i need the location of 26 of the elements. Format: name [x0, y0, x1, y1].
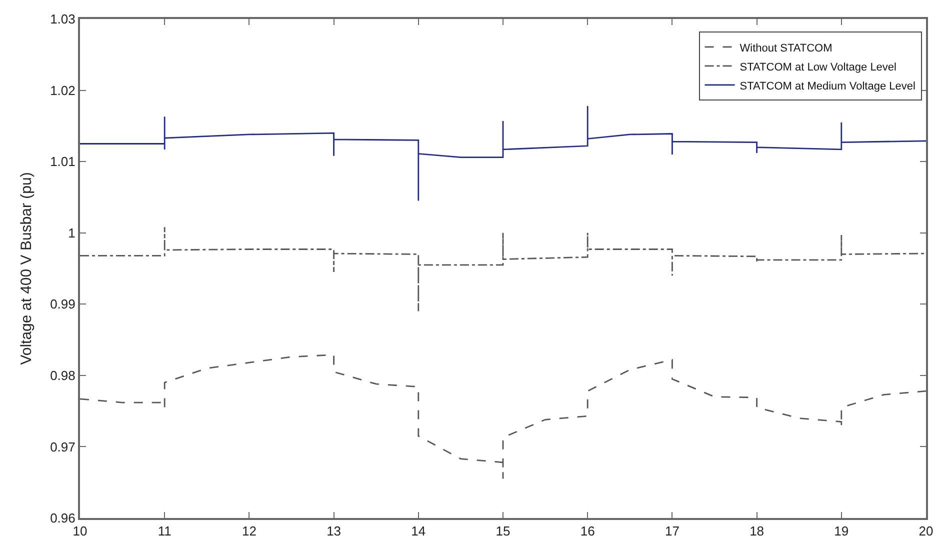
- y-axis-title: Voltage at 400 V Busbar (pu): [18, 172, 35, 365]
- x-tick-label: 13: [326, 524, 342, 539]
- x-tick-label: 10: [72, 524, 88, 539]
- line-series: [80, 226, 926, 312]
- y-tick-label: 0.96: [50, 510, 76, 526]
- x-tick-label: 11: [158, 524, 172, 539]
- y-tick-label: 1: [68, 225, 76, 240]
- y-tick-label: 1.03: [50, 12, 76, 27]
- y-tick-label: 0.98: [50, 368, 76, 383]
- x-tick-label: 20: [918, 524, 934, 539]
- x-tick-label: 18: [750, 524, 764, 539]
- y-tick-label: 0.99: [50, 296, 76, 312]
- x-tick-label: 19: [834, 524, 849, 539]
- x-tick-label: 17: [664, 524, 680, 539]
- x-tick-label: 12: [242, 524, 256, 539]
- line-series: [80, 354, 926, 480]
- y-tick-label: 1.02: [50, 82, 76, 98]
- legend-label: STATCOM at Medium Voltage Level: [740, 80, 916, 92]
- y-tick-label: 1.01: [50, 154, 76, 170]
- x-tick-label: 14: [411, 524, 426, 539]
- y-tick-label: 0.97: [50, 439, 76, 454]
- x-tick-label: 15: [496, 524, 510, 539]
- legend-label: STATCOM at Low Voltage Level: [740, 61, 896, 74]
- x-tick-label: 16: [580, 524, 595, 539]
- legend-label: Without STATCOM: [740, 42, 832, 54]
- line-series: [80, 105, 926, 202]
